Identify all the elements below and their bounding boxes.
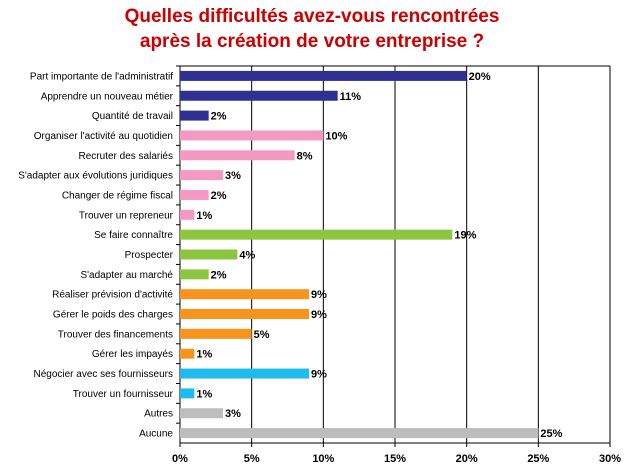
bar xyxy=(180,388,195,399)
x-tick-label-6: 30% xyxy=(599,453,621,465)
x-tick-label-5: 25% xyxy=(527,453,549,465)
data-label: 11% xyxy=(340,91,362,103)
bar xyxy=(180,309,309,320)
category-label: Organiser l'activité au quotidien xyxy=(34,131,173,142)
bar xyxy=(180,209,195,220)
x-tick-label-4: 20% xyxy=(456,453,478,465)
category-label: Autres xyxy=(144,409,173,420)
x-tick-label-1: 5% xyxy=(244,453,260,465)
category-label: Recruter des salariés xyxy=(79,151,173,162)
data-label: 5% xyxy=(254,329,270,341)
category-label: S'adapter aux évolutions juridiques xyxy=(18,171,173,182)
bar xyxy=(180,170,223,181)
data-label: 25% xyxy=(540,428,562,440)
bar xyxy=(180,368,309,379)
category-label: Part importante de l'administratif xyxy=(30,71,173,82)
data-label: 10% xyxy=(325,130,347,142)
data-label: 1% xyxy=(196,349,212,361)
category-label: Se faire connaître xyxy=(94,230,173,241)
category-label: S'adapter au marché xyxy=(80,270,173,281)
x-tick-label-3: 15% xyxy=(384,453,406,465)
bar xyxy=(180,348,195,359)
data-label: 19% xyxy=(454,230,476,242)
data-label: 3% xyxy=(225,408,241,420)
bar xyxy=(180,130,324,141)
data-label: 9% xyxy=(311,289,327,301)
category-label: Réaliser prévision d'activité xyxy=(52,290,173,301)
bar xyxy=(180,110,209,121)
bar xyxy=(180,328,252,339)
category-label: Gérer les impayés xyxy=(92,349,173,360)
chart-title-line-2: après la création de votre entreprise ? xyxy=(139,31,485,52)
bar xyxy=(180,189,209,200)
category-label: Aucune xyxy=(139,429,173,440)
data-label: 9% xyxy=(311,369,327,381)
data-label: 3% xyxy=(225,170,241,182)
data-label: 9% xyxy=(311,309,327,321)
bar xyxy=(180,249,238,260)
category-label: Quantité de travail xyxy=(92,111,173,122)
bar xyxy=(180,269,209,280)
chart-title-line-1: Quelles difficultés avez-vous rencontrée… xyxy=(124,6,500,27)
x-tick-label-0: 0% xyxy=(172,453,188,465)
data-label: 2% xyxy=(211,269,227,281)
category-label: Trouver des financements xyxy=(58,329,173,340)
category-label: Changer de régime fiscal xyxy=(62,190,173,201)
category-label: Apprendre un nouveau métier xyxy=(41,91,174,102)
data-label: 20% xyxy=(469,71,491,83)
data-label: 1% xyxy=(196,210,212,222)
category-label: Trouver un fournisseur xyxy=(73,389,174,400)
bar xyxy=(180,428,539,439)
data-label: 4% xyxy=(239,250,255,262)
category-label: Prospecter xyxy=(125,250,174,261)
category-label: Trouver un repreneur xyxy=(79,210,174,221)
data-label: 2% xyxy=(211,190,227,202)
chart-title: Quelles difficultés avez-vous rencontrée… xyxy=(0,4,624,54)
bar xyxy=(180,229,453,240)
bar xyxy=(180,70,467,81)
bar xyxy=(180,408,223,419)
data-label: 8% xyxy=(297,150,313,162)
category-label: Gérer le poids des charges xyxy=(53,310,173,321)
bar xyxy=(180,90,338,101)
x-tick-label-2: 10% xyxy=(312,453,334,465)
bar xyxy=(180,150,295,161)
data-label: 2% xyxy=(211,111,227,123)
category-label: Négocier avec ses fournisseurs xyxy=(33,369,173,380)
bar xyxy=(180,289,309,300)
data-label: 1% xyxy=(196,388,212,400)
